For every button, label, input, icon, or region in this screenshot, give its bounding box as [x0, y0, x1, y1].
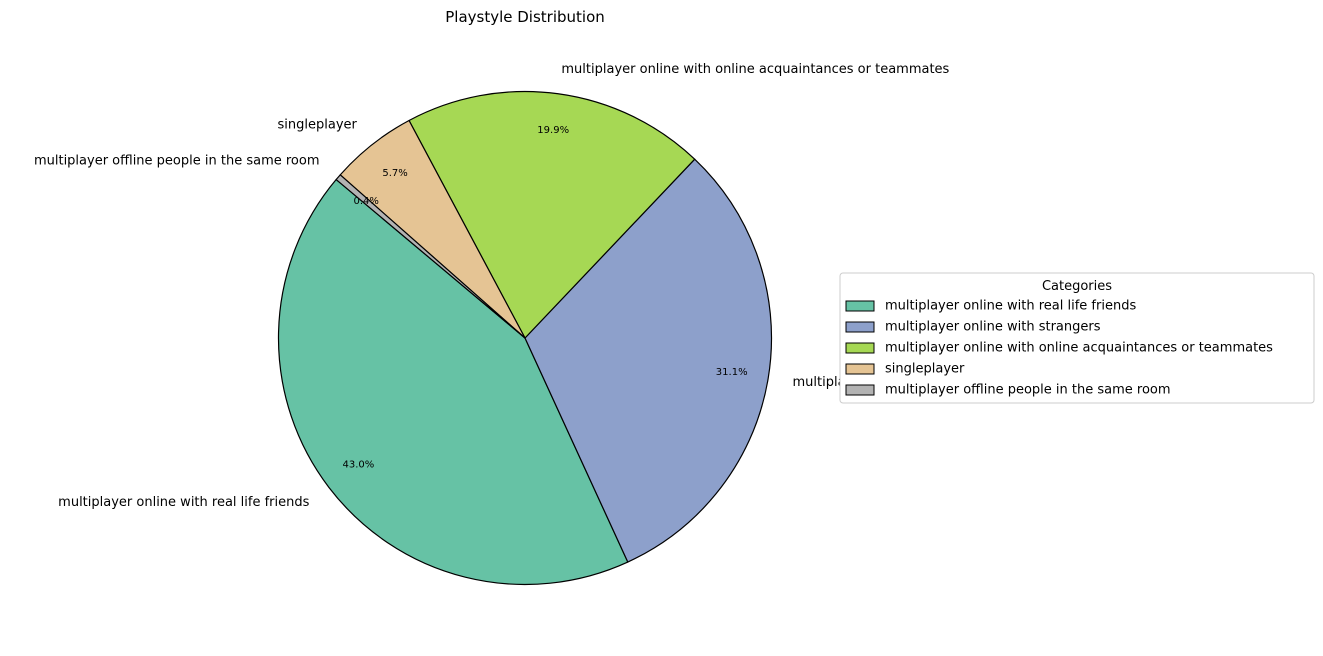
legend-entry-label: multiplayer online with real life friend…: [885, 299, 1136, 314]
chart-title: Playstyle Distribution: [445, 8, 605, 26]
legend-entry-label: multiplayer online with strangers: [885, 320, 1101, 335]
pie-slice: [335, 174, 526, 339]
legend: Categories multiplayer online with real …: [839, 272, 1315, 404]
legend-swatch: [845, 321, 875, 333]
slice-category-label: multiplayer offline people in the same r…: [34, 154, 320, 169]
slice-category-label: singleplayer: [278, 118, 358, 133]
slice-percent-label: 43.0%: [343, 460, 375, 471]
legend-swatch: [845, 384, 875, 396]
legend-swatch: [845, 300, 875, 312]
slice-category-label: multiplayer online with online acquainta…: [561, 62, 949, 77]
slice-percent-label: 19.9%: [537, 125, 569, 136]
legend-title: Categories: [1042, 279, 1112, 294]
legend-swatch: [845, 363, 875, 375]
slice-category-label: multiplayer online with real life friend…: [58, 495, 309, 510]
slice-percent-label: 31.1%: [716, 367, 748, 378]
legend-entry-label: singleplayer: [885, 362, 965, 377]
legend-entry-label: multiplayer online with online acquainta…: [885, 341, 1273, 356]
legend-swatch: [845, 342, 875, 354]
pie-slice: [408, 90, 696, 339]
slice-percent-label: 0.4%: [353, 196, 378, 207]
pie-slices: [277, 90, 773, 586]
pie-slice: [277, 178, 629, 586]
legend-entry-label: multiplayer offline people in the same r…: [885, 383, 1171, 398]
pie-slice: [524, 158, 773, 563]
slice-percent-label: 5.7%: [382, 168, 407, 179]
legend-frame: [839, 272, 1315, 404]
